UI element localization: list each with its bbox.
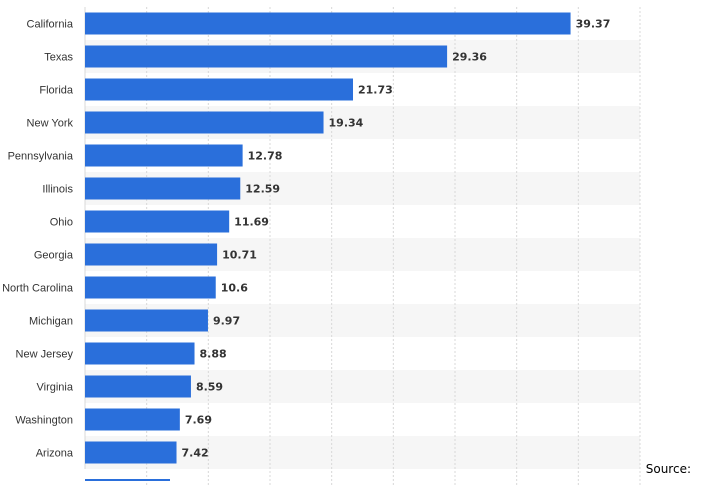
bar-pennsylvania bbox=[85, 144, 243, 167]
bar-new-jersey bbox=[85, 342, 195, 365]
category-label: Ohio bbox=[50, 217, 73, 229]
value-label: 12.59 bbox=[245, 183, 280, 196]
category-label: Washington bbox=[15, 415, 73, 427]
row-band bbox=[85, 436, 640, 469]
bars: California 39.37 Texas 29.36 Florida 21.73 New… bbox=[2, 12, 611, 464]
value-label: 10.71 bbox=[222, 249, 257, 262]
source-label[interactable]: Source: bbox=[645, 462, 691, 476]
category-label: Virginia bbox=[37, 382, 74, 394]
bar-florida bbox=[85, 78, 354, 101]
value-label: 29.36 bbox=[452, 51, 487, 64]
category-label: New Jersey bbox=[16, 349, 74, 361]
bar-virginia bbox=[85, 375, 191, 398]
category-label: Texas bbox=[44, 52, 73, 64]
value-label: 10.6 bbox=[221, 282, 248, 295]
bar-texas bbox=[85, 45, 448, 68]
category-label: Michigan bbox=[29, 316, 73, 328]
value-label: 11.69 bbox=[234, 216, 269, 229]
bar-georgia bbox=[85, 243, 218, 266]
value-label: 8.88 bbox=[200, 348, 227, 361]
category-label: Georgia bbox=[34, 250, 74, 262]
bar-new-york bbox=[85, 111, 324, 134]
category-label: Arizona bbox=[36, 448, 74, 460]
scroll-indicator bbox=[85, 479, 170, 481]
bar-california bbox=[85, 12, 571, 35]
bar-michigan bbox=[85, 309, 208, 332]
value-label: 21.73 bbox=[358, 84, 393, 97]
category-label: California bbox=[27, 19, 74, 31]
category-label: North Carolina bbox=[2, 283, 74, 295]
value-label: 19.34 bbox=[329, 117, 364, 130]
bar-north-carolina bbox=[85, 276, 216, 299]
category-label: New York bbox=[27, 118, 74, 130]
bar-washington bbox=[85, 408, 180, 431]
value-label: 12.78 bbox=[248, 150, 283, 163]
value-label: 7.69 bbox=[185, 414, 212, 427]
value-label: 39.37 bbox=[576, 18, 611, 31]
bar-ohio bbox=[85, 210, 230, 233]
value-label: 7.42 bbox=[182, 447, 209, 460]
value-label: 8.59 bbox=[196, 381, 223, 394]
category-label: Illinois bbox=[42, 184, 73, 196]
category-label: Florida bbox=[39, 85, 74, 97]
category-label: Pennsylvania bbox=[8, 151, 74, 163]
bar-arizona bbox=[85, 441, 177, 464]
value-label: 9.97 bbox=[213, 315, 240, 328]
bar-illinois bbox=[85, 177, 241, 200]
